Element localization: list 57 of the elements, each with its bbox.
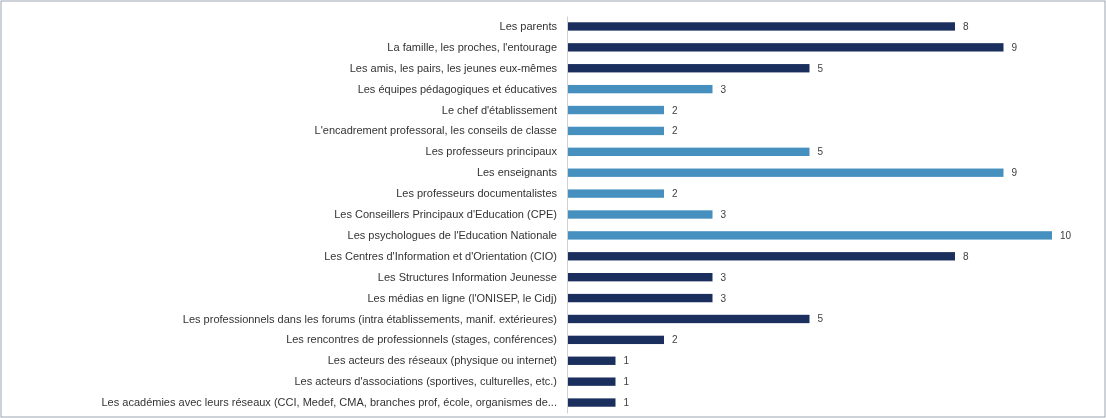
y-tick-label: Le chef d'établissement <box>441 103 557 116</box>
bar <box>567 168 1004 177</box>
data-label: 3 <box>720 83 727 95</box>
data-label: 3 <box>720 292 727 304</box>
bar <box>567 43 1004 52</box>
y-tick-label: Les académies avec leurs réseaux (CCI, Medef, CMA, branches prof, école, organismes de... <box>101 396 557 409</box>
bar <box>567 84 713 94</box>
data-label: 1 <box>623 376 630 388</box>
bar <box>567 147 810 156</box>
data-label: 3 <box>720 271 727 283</box>
data-label: 10 <box>1060 229 1072 241</box>
y-tick-label: Les amis, les pairs, les jeunes eux-mêmes <box>349 61 558 74</box>
data-label: 5 <box>817 146 824 158</box>
data-label: 2 <box>672 334 678 346</box>
y-tick-label: La famille, les proches, l'entourage <box>387 40 557 53</box>
data-label: 8 <box>963 250 969 262</box>
y-tick-label: Les rencontres de professionnels (stages, conférences) <box>286 333 557 346</box>
data-label: 2 <box>672 125 678 137</box>
bar <box>567 314 810 324</box>
bar <box>567 273 713 282</box>
y-tick-label: Les psychologues de l'Education Nationale <box>347 228 557 241</box>
bar <box>567 356 616 365</box>
y-tick-label: Les professeurs documentalistes <box>396 187 558 200</box>
bar <box>567 105 664 115</box>
data-label: 2 <box>672 188 678 200</box>
y-tick-label: Les enseignants <box>476 166 558 179</box>
y-tick-label: Les Structures Information Jeunesse <box>377 270 557 283</box>
bar <box>567 377 616 386</box>
bar <box>567 189 664 198</box>
data-label: 8 <box>963 20 969 32</box>
y-tick-label: Les Centres d'Information et d'Orientation (CIO) <box>324 249 557 262</box>
bar <box>567 293 713 303</box>
bar <box>567 335 664 345</box>
data-label: 9 <box>1011 41 1018 53</box>
y-tick-label: Les Conseillers Principaux d'Education (CPE) <box>334 208 557 221</box>
y-tick-label: Les professionnels dans les forums (intra établissements, manif. extérieures) <box>182 312 557 325</box>
data-label: 2 <box>672 104 678 116</box>
bar <box>567 398 616 407</box>
y-tick-label: Les acteurs des réseaux (physique ou internet) <box>327 354 557 367</box>
bar <box>567 252 955 261</box>
data-label: 1 <box>623 355 630 367</box>
y-tick-label: Les parents <box>499 19 558 32</box>
y-tick-label: Les médias en ligne (l'ONISEP, le Cidj) <box>367 291 557 304</box>
data-label: 9 <box>1011 167 1018 179</box>
data-label: 1 <box>623 397 630 409</box>
y-tick-label: Les acteurs d'associations (sportives, culturelles, etc.) <box>294 375 557 388</box>
data-label: 5 <box>817 62 824 74</box>
y-tick-label: Les professeurs principaux <box>425 145 558 158</box>
bar <box>567 64 810 73</box>
bar <box>567 231 1052 240</box>
y-tick-label: L'encadrement professoral, les conseils de classe <box>314 124 557 137</box>
bar <box>567 22 955 31</box>
bar <box>567 210 713 219</box>
y-tick-label: Les équipes pédagogiques et éducatives <box>357 82 558 95</box>
data-label: 3 <box>720 209 727 220</box>
bar <box>567 126 664 136</box>
data-label: 5 <box>817 313 824 325</box>
